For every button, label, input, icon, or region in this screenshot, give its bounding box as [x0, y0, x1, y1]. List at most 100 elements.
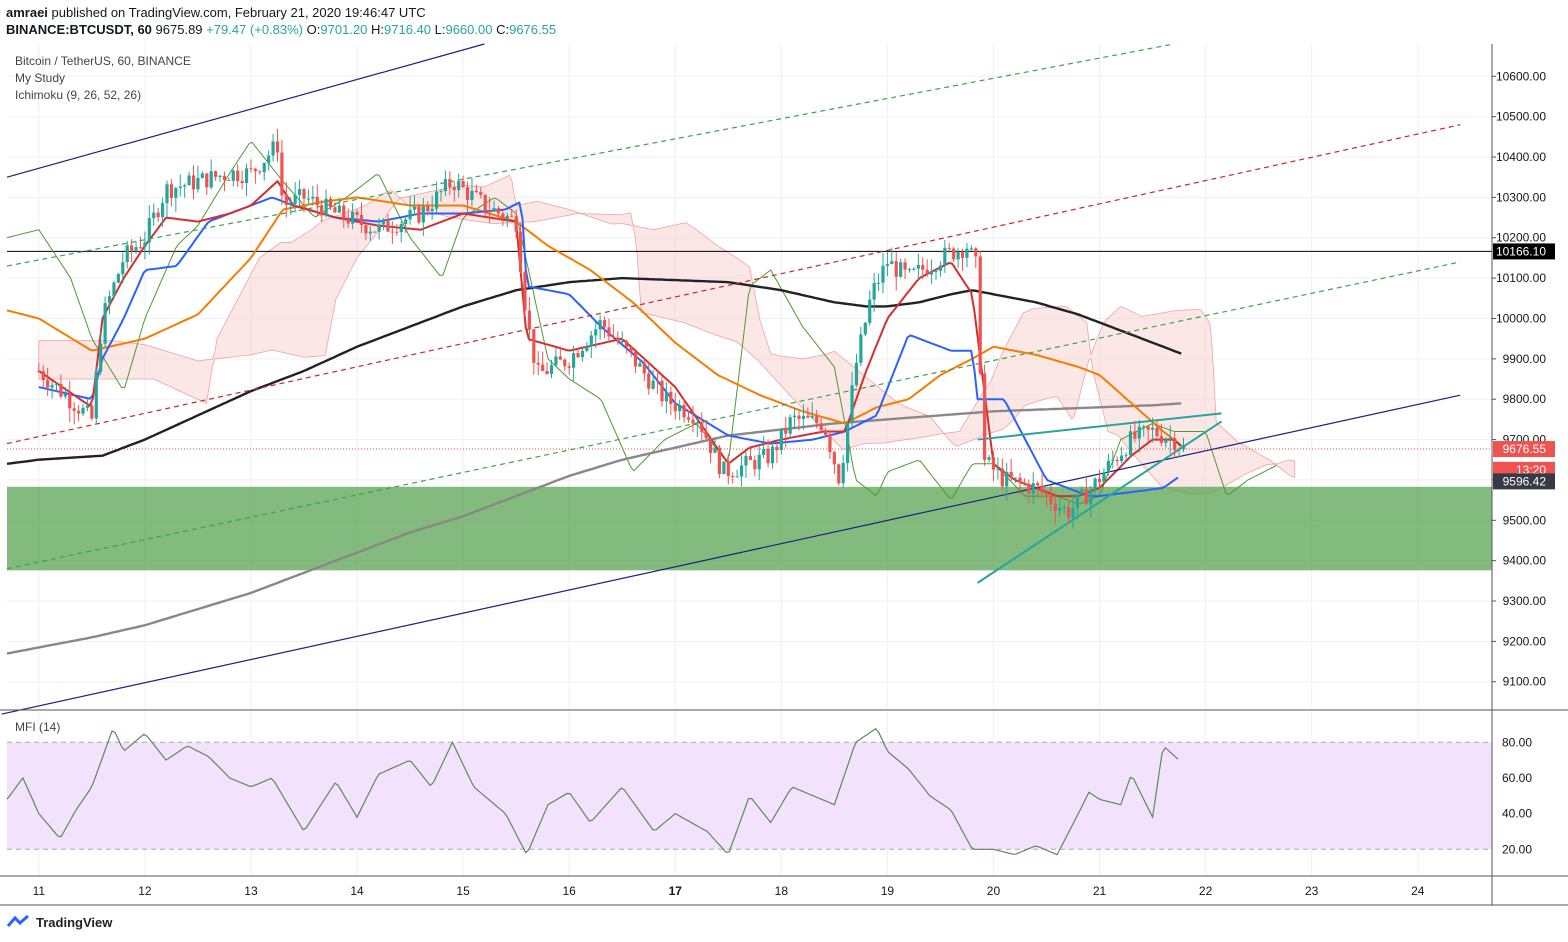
candle-body [757, 454, 761, 470]
candle-body [1120, 455, 1124, 462]
candle-body [501, 213, 505, 219]
candle-body [823, 430, 828, 435]
candle-body [784, 428, 788, 434]
candle-body [262, 162, 266, 173]
candle-body [846, 423, 850, 463]
price-label-box[interactable] [1493, 441, 1555, 458]
price-label-box[interactable] [1493, 473, 1555, 490]
candle-body [744, 456, 748, 466]
y-tick-label: 9500.00 [1503, 513, 1547, 527]
candle-body [1115, 459, 1119, 462]
x-tick-label: 22 [1199, 884, 1213, 898]
candle-body [227, 179, 231, 181]
candle-body [311, 196, 315, 199]
candle-body [1164, 439, 1168, 443]
candle-body [395, 231, 399, 233]
candle-body [1133, 431, 1137, 439]
legend-study[interactable]: My Study [15, 71, 66, 85]
candle-body [1027, 483, 1031, 494]
candle-body [1066, 507, 1071, 518]
publish-info: published on TradingView.com, February 2… [51, 5, 426, 20]
candle-body [178, 186, 182, 189]
candle-body [536, 362, 540, 365]
legend-ichimoku[interactable]: Ichimoku (9, 26, 52, 26) [15, 88, 142, 102]
tradingview-brand[interactable]: TradingView [6, 914, 112, 930]
candle-body [249, 168, 253, 170]
candle-body [837, 464, 841, 484]
mfi-tick-label: 20.00 [1502, 842, 1532, 856]
candle-body [938, 265, 943, 271]
x-tick-label: 24 [1411, 884, 1425, 898]
candle-body [236, 170, 240, 182]
candle-body [510, 215, 514, 217]
candle-body [302, 189, 306, 199]
candle-body [965, 248, 969, 258]
candle-body [1005, 471, 1009, 487]
trendline-red-dash-mid [6, 124, 1461, 445]
candle-body [629, 347, 633, 352]
x-tick-label: 14 [350, 884, 364, 898]
candle-body [465, 187, 470, 200]
candle-body [342, 205, 346, 219]
y-tick-label: 9800.00 [1503, 392, 1547, 406]
mfi-tick-label: 80.00 [1502, 735, 1532, 749]
candle-body [90, 405, 94, 419]
price-label-text: 9596.42 [1503, 474, 1547, 488]
candle-body [810, 416, 814, 418]
candle-body [1106, 460, 1110, 473]
candle-body [183, 185, 187, 187]
candle-body [563, 359, 567, 367]
legend-symbol[interactable]: Bitcoin / TetherUS, 60, BINANCE [15, 54, 191, 68]
candle-body [138, 247, 143, 249]
candle-body [978, 256, 982, 374]
candle-body [571, 353, 576, 368]
candle-body [306, 198, 311, 200]
candle-body [797, 415, 801, 420]
candle-body [130, 245, 134, 251]
support-zone [7, 486, 1492, 571]
candle-body [952, 248, 956, 260]
price-label-box[interactable] [1493, 243, 1555, 260]
candle-body [297, 189, 302, 195]
open-label: O: [306, 22, 321, 37]
candle-body [289, 204, 293, 206]
candle-body [346, 218, 350, 224]
candle-body [1093, 478, 1097, 491]
candle-body [280, 152, 284, 196]
candle-body [240, 181, 244, 184]
mfi-legend[interactable]: MFI (14) [15, 720, 61, 734]
candle-body [616, 337, 620, 342]
candle-body [381, 219, 386, 225]
candle-body [293, 194, 297, 205]
candle-body [863, 322, 867, 335]
candle-body [368, 231, 372, 234]
candle-body [399, 224, 403, 233]
chart-legend: Bitcoin / TetherUS, 60, BINANCE My Study… [15, 53, 191, 104]
candle-body [355, 211, 359, 215]
candle-body [1142, 426, 1146, 428]
candle-body [364, 224, 368, 234]
candle-body [404, 219, 408, 225]
candle-body [611, 336, 615, 338]
candle-body [134, 247, 138, 251]
candle-body [483, 194, 487, 212]
trendline-triangle-top [977, 412, 1222, 441]
candle-body [54, 383, 59, 385]
candle-body [439, 191, 443, 193]
mfi-line [6, 728, 1179, 856]
candle-body [580, 350, 585, 358]
close-label: C: [496, 22, 510, 37]
candle-body [156, 212, 160, 218]
candle-body [589, 335, 593, 347]
candle-body [841, 462, 845, 484]
x-tick-label: 16 [562, 884, 576, 898]
candle-body [916, 264, 920, 269]
price-label-text: 13:20 [1516, 463, 1546, 477]
candle-body [452, 187, 456, 191]
candle-body [726, 461, 730, 477]
candle-body [704, 431, 708, 439]
publisher-name[interactable]: amraei [6, 5, 48, 20]
candle-body [386, 219, 390, 232]
candle-body [160, 203, 165, 218]
